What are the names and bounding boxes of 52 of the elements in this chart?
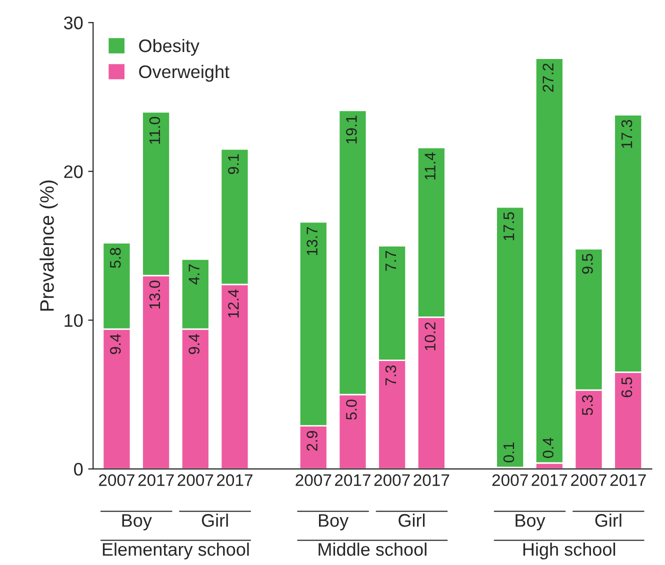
data-label: 0.4 [542, 438, 554, 458]
text: Girl [595, 514, 622, 527]
data-label: 9.4 [110, 334, 121, 354]
y-tick-label: 20 [64, 165, 83, 178]
data-label: 9.4 [188, 334, 200, 354]
data-label: 19.1 [346, 116, 357, 144]
data-label: 0.1 [503, 442, 514, 462]
data-label: 7.7 [386, 251, 396, 271]
x-tick-label: 2007 [571, 474, 606, 486]
data-label: 13.0 [149, 280, 160, 309]
x-tick-label: 2017 [138, 474, 174, 486]
data-label: 6.5 [621, 377, 632, 398]
y-tick-label: 0 [74, 462, 83, 476]
x-tick-label: 2007 [296, 474, 332, 486]
data-label: 13.7 [306, 227, 318, 255]
text: Elementary school [102, 542, 249, 560]
data-label: 11.4 [424, 152, 436, 180]
data-label: 9.1 [228, 154, 239, 174]
x-tick-label: 2017 [610, 474, 646, 486]
x-tick-label: 2007 [374, 474, 410, 486]
data-label: 17.3 [621, 120, 632, 148]
x-tick-label: 2007 [492, 474, 528, 486]
y-tick-label: 10 [64, 314, 83, 327]
legend-label: Obesity [139, 38, 200, 56]
data-label: 9.5 [582, 254, 593, 274]
data-label: 5.0 [346, 400, 357, 420]
text: High school [523, 542, 616, 560]
data-label: 10.2 [424, 322, 436, 350]
data-label: 27.2 [542, 64, 554, 92]
data-label: 11.0 [149, 116, 160, 144]
data-label: 5.8 [110, 248, 121, 268]
data-label: 12.4 [228, 289, 239, 318]
text: Boy [516, 514, 546, 530]
text: Girl [398, 514, 425, 527]
x-tick-label: 2007 [178, 474, 214, 486]
x-tick-label: 2017 [335, 474, 370, 486]
x-tick-label: 2007 [99, 474, 134, 486]
data-label: 7.3 [385, 365, 396, 386]
data-label: 17.5 [504, 212, 514, 240]
y-tick-label: 30 [64, 16, 83, 30]
data-label: 2.9 [306, 430, 318, 451]
data-label: 5.3 [582, 395, 593, 416]
x-tick-label: 2017 [217, 474, 252, 486]
x-tick-label: 2017 [532, 474, 568, 486]
x-tick-label: 2017 [414, 474, 450, 486]
text: Boy [318, 514, 349, 530]
y-axis-title: Prevalence (%) [40, 180, 58, 311]
text: Boy [122, 514, 152, 530]
legend-label: Overweight [139, 64, 230, 82]
text: Girl [202, 514, 228, 527]
data-label: 4.7 [188, 264, 200, 285]
text: Middle school [318, 542, 426, 556]
